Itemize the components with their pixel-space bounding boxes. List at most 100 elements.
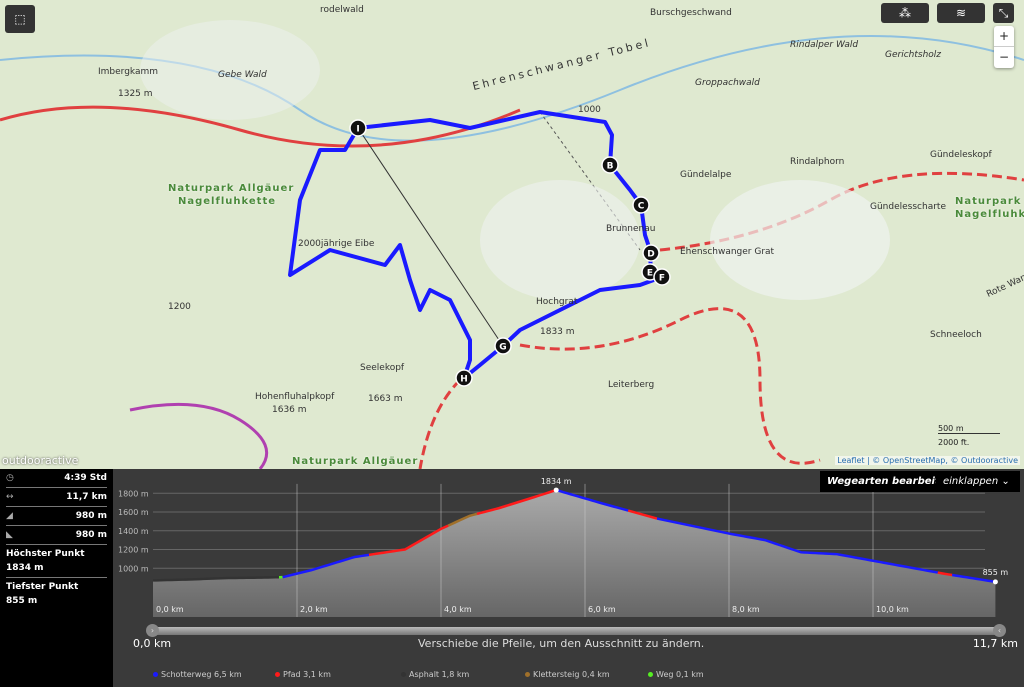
fullscreen-button[interactable]: ⤡ <box>993 3 1014 23</box>
route-line: I B C DE F G H <box>288 110 671 387</box>
highest-label: Höchster Punkt <box>6 549 85 559</box>
x-tick-label: 8,0 km <box>732 605 760 614</box>
map-label: Gerichtsholz <box>885 50 942 60</box>
x-tick-label: 10,0 km <box>876 605 909 614</box>
legend-item-asphalt: Asphalt 1,8 km <box>401 670 469 679</box>
waypoints-icon: ⁂ <box>899 6 911 20</box>
zoom-control: + − <box>994 26 1014 68</box>
svg-text:C: C <box>638 202 645 212</box>
legend-label: Asphalt 1,8 km <box>409 670 470 679</box>
legend-item-klettersteig: Klettersteig 0,4 km <box>525 670 610 679</box>
road <box>0 105 521 148</box>
distance-value: 11,7 km <box>66 492 107 502</box>
svg-text:E: E <box>647 269 653 279</box>
map-label: 1636 m <box>272 405 307 415</box>
waypoint-I[interactable]: I <box>349 119 367 137</box>
segment-schotter <box>656 517 939 574</box>
edit-waytypes-button[interactable]: Wegearten bearbeiten <box>820 471 961 492</box>
segment-pfad <box>368 524 449 557</box>
svg-text:I: I <box>356 125 359 135</box>
map-label: Gündeleskopf <box>930 150 992 160</box>
slider-hint: Verschiebe die Pfeile, um den Ausschnitt… <box>418 637 705 650</box>
range-end-handle[interactable]: ‹ <box>993 624 1006 637</box>
legend-label: Schotterweg 6,5 km <box>161 670 242 679</box>
route-path[interactable] <box>288 110 664 380</box>
border <box>129 402 269 469</box>
waypoint-F[interactable]: F <box>653 268 671 286</box>
outdooractive-logo: outdooractive <box>2 454 79 467</box>
y-tick-label: 1600 m <box>118 508 149 517</box>
segment-asphalt <box>152 575 280 582</box>
map-label: 1000 <box>578 105 601 115</box>
scale-metric: 500 m <box>938 424 1000 434</box>
map-label: Groppachwald <box>695 78 760 88</box>
range-start-handle[interactable]: › <box>146 624 159 637</box>
legend-dot <box>648 672 653 677</box>
map-label: Gündelesscharte <box>870 202 946 212</box>
segment-pfad <box>627 509 658 520</box>
peak-label: 1834 m <box>541 477 572 486</box>
x-tick-label: 6,0 km <box>588 605 616 614</box>
scale-imperial: 2000 ft. <box>938 438 970 447</box>
waypoint-G[interactable]: G <box>494 337 512 355</box>
map-label: Gündelalpe <box>680 170 732 180</box>
segment-pfad <box>937 571 953 577</box>
end-label: 855 m <box>983 568 1009 577</box>
select-area-button[interactable]: ⬚ <box>5 5 35 33</box>
map-label: Hochgrat <box>536 297 578 307</box>
park-label: Naturpark Allgäuer <box>168 183 295 194</box>
waypoints-button[interactable]: ⁂ <box>881 3 929 23</box>
legend-label: Klettersteig 0,4 km <box>533 670 610 679</box>
map-label: rodelwald <box>320 5 364 15</box>
waypoint-H[interactable]: H <box>455 369 473 387</box>
collapse-button[interactable]: einklappen ⌄ <box>936 471 1020 492</box>
end-marker <box>992 579 998 585</box>
legend-dot <box>401 672 406 677</box>
ascent-value: 980 m <box>75 511 107 521</box>
range-slider[interactable] <box>153 627 1000 635</box>
lowest-value: 855 m <box>6 596 38 606</box>
zoom-out-button[interactable]: − <box>998 50 1010 64</box>
svg-text:G: G <box>499 343 506 353</box>
park-label: Nagelfluhkette <box>178 196 277 207</box>
map-label: Imbergkamm <box>98 67 159 77</box>
map-label: Schneeloch <box>930 330 982 340</box>
layers-button[interactable]: ≋ <box>937 3 985 23</box>
svg-text:F: F <box>659 274 665 284</box>
park-label: Naturpark Allgäuer <box>955 196 1024 207</box>
selection-icon: ⬚ <box>14 12 26 26</box>
slider-start-label: 0,0 km <box>133 637 172 650</box>
stat-distance: ↔ 11,7 km <box>6 488 107 507</box>
layers-icon: ≋ <box>955 6 967 20</box>
waypoint-D[interactable]: D <box>642 244 660 262</box>
x-tick-label: 0,0 km <box>156 605 184 614</box>
legend-label: Weg 0,1 km <box>656 670 704 679</box>
svg-text:D: D <box>647 250 654 260</box>
attribution[interactable]: Leaflet | © OpenStreetMap, © Outdooracti… <box>835 456 1020 465</box>
legend-item-pfad: Pfad 3,1 km <box>275 670 331 679</box>
segment-schotter <box>282 553 370 579</box>
y-tick-label: 1800 m <box>118 489 149 498</box>
highest-value: 1834 m <box>6 563 107 578</box>
waypoint-B[interactable]: B <box>601 156 619 174</box>
map-label: Leiterberg <box>608 380 655 390</box>
elevation-chart[interactable]: 1000 m 1200 m 1400 m 1600 m 1800 m 0,0 km 2,0 … <box>113 469 1024 619</box>
elevation-area <box>153 490 996 617</box>
map-label: Ehenschwanger Grat <box>680 247 775 257</box>
y-tick-label: 1200 m <box>118 546 149 555</box>
stat-duration: ◷ 4:39 Std <box>6 469 107 488</box>
zoom-in-button[interactable]: + <box>994 26 1014 47</box>
legend-label: Pfad 3,1 km <box>283 670 331 679</box>
svg-text:B: B <box>607 162 614 172</box>
cable-car <box>357 127 504 347</box>
map-label: 1663 m <box>368 394 403 404</box>
waypoint-C[interactable]: C <box>632 196 650 214</box>
segment-pfad <box>476 488 557 516</box>
y-tick-label: 1400 m <box>118 527 149 536</box>
legend-dot <box>153 672 158 677</box>
map-label: Hohenfluhalpkopf <box>255 392 335 402</box>
x-tick-label: 4,0 km <box>444 605 472 614</box>
map-label: 1833 m <box>540 327 575 337</box>
segment-schotter <box>555 488 629 512</box>
